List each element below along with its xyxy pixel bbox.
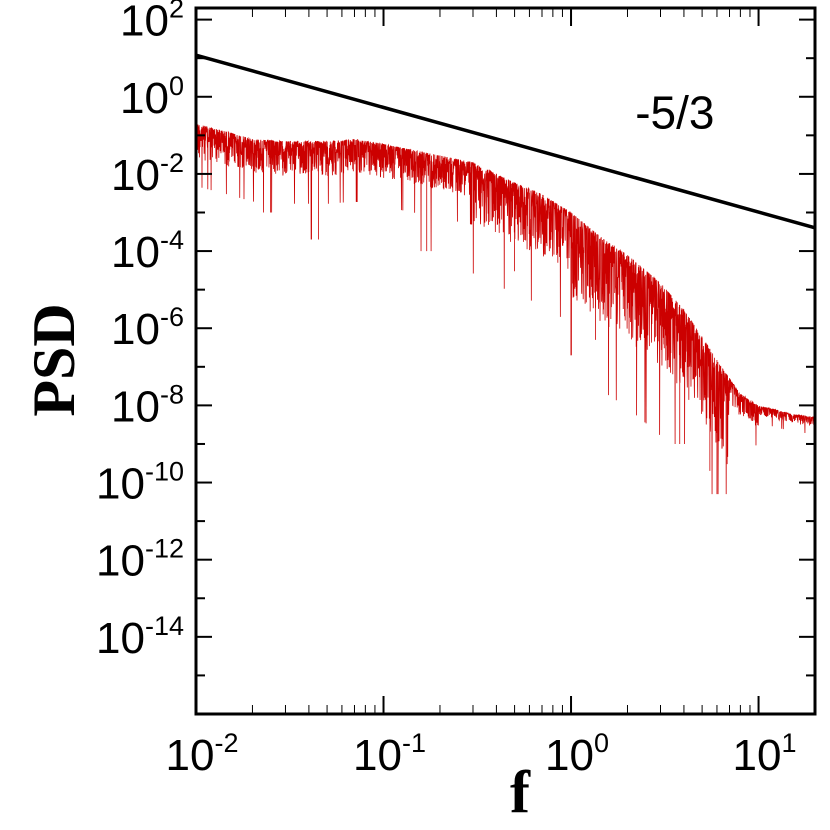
x-tick-label: 10-2 — [166, 728, 239, 780]
plot-frame — [194, 6, 817, 716]
axis-tick-labels: 10-2 10-1 100 101 102 100 10-2 10-4 10-6 10-8 10-1… — [96, 0, 797, 780]
slope-annotation: -5/3 — [635, 87, 714, 139]
y-tick-label: 10-4 — [111, 225, 184, 277]
y-tick-label: 10-6 — [111, 302, 184, 354]
x-tick-label: 101 — [733, 728, 797, 780]
y-tick-label: 10-14 — [96, 611, 184, 663]
axis-ticks — [195, 8, 816, 715]
x-tick-label: 100 — [545, 728, 609, 780]
x-axis-title: f — [510, 759, 531, 825]
y-tick-label: 10-2 — [111, 148, 184, 200]
y-tick-label: 10-12 — [96, 534, 184, 586]
x-tick-label: 10-1 — [353, 728, 426, 780]
psd-series-line — [196, 124, 815, 495]
y-tick-label: 10-10 — [96, 457, 184, 509]
psd-series-dips — [270, 140, 728, 495]
y-tick-label: 102 — [120, 0, 184, 46]
y-axis-title: PSD — [21, 303, 87, 416]
plot-area — [194, 6, 817, 716]
y-tick-label: 100 — [120, 71, 184, 123]
y-tick-label: 10-8 — [111, 379, 184, 431]
reference-slope-line — [196, 53, 815, 230]
